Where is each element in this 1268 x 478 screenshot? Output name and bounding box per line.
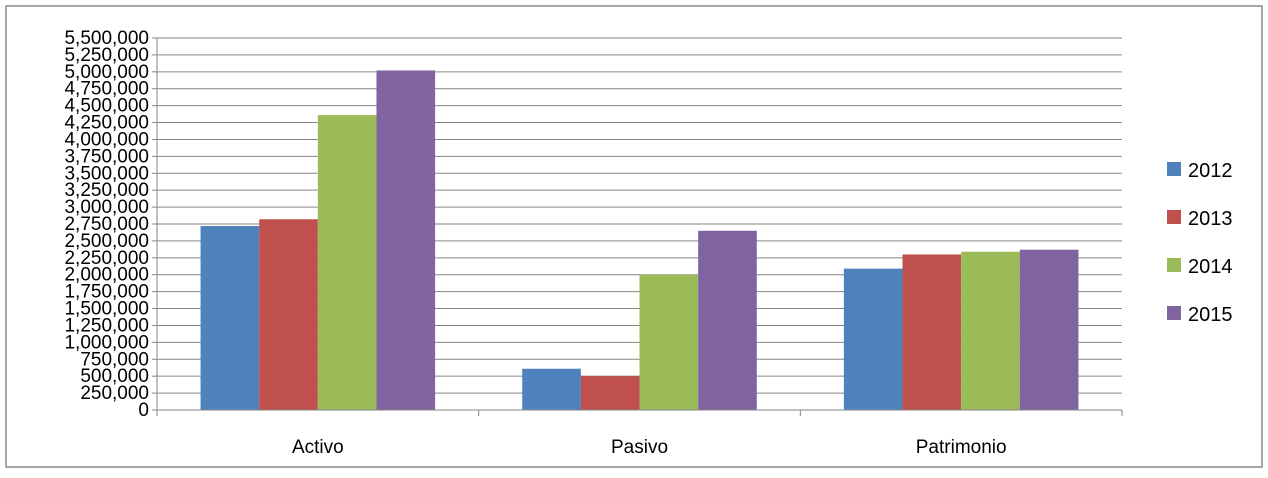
bar-2014-pasivo [639, 274, 699, 410]
legend-swatch-2012 [1167, 162, 1181, 176]
x-category-label: Pasivo [611, 437, 668, 458]
bars [200, 70, 1079, 410]
y-tick-label: 1,250,000 [64, 315, 149, 336]
bar-2014-patrimonio [961, 251, 1020, 410]
y-tick-label: 5,250,000 [64, 45, 149, 66]
y-tick-label: 2,250,000 [64, 248, 149, 269]
y-tick-label: 4,500,000 [64, 96, 149, 117]
y-tick-label: 2,000,000 [64, 265, 149, 286]
y-tick-label: 4,750,000 [64, 79, 149, 100]
bar-2012-pasivo [522, 368, 581, 410]
y-tick-label: 3,500,000 [64, 163, 149, 184]
bar-2012-patrimonio [843, 268, 903, 410]
y-tick-label: 0 [138, 400, 149, 421]
legend-swatch-2014 [1167, 258, 1181, 272]
y-tick-label: 5,500,000 [64, 28, 149, 49]
legend-label-2013: 2013 [1188, 208, 1233, 230]
y-tick-label: 500,000 [80, 366, 149, 387]
y-tick-label: 2,750,000 [64, 214, 149, 235]
legend-label-2014: 2014 [1188, 256, 1233, 278]
y-tick-label: 1,500,000 [64, 299, 149, 320]
y-tick-label: 5,000,000 [64, 62, 149, 83]
bar-2014-activo [317, 115, 377, 410]
x-category-label: Patrimonio [916, 437, 1007, 458]
legend-swatch-2013 [1167, 210, 1181, 224]
y-tick-label: 250,000 [80, 383, 149, 404]
legend-label-2015: 2015 [1188, 304, 1233, 326]
y-tick-label: 1,000,000 [64, 332, 149, 353]
bar-2013-patrimonio [902, 254, 962, 410]
bar-2013-activo [259, 219, 318, 410]
y-tick-label: 2,500,000 [64, 231, 149, 252]
bar-2015-pasivo [698, 230, 757, 410]
bar-2015-activo [376, 70, 436, 410]
axes [152, 37, 1123, 416]
y-tick-label: 3,000,000 [64, 197, 149, 218]
legend-swatch-2015 [1167, 306, 1181, 320]
bar-2015-patrimonio [1019, 249, 1079, 410]
y-tick-label: 1,750,000 [64, 282, 149, 303]
y-axis-tick-labels: 0250,000500,000750,0001,000,0001,250,000… [64, 28, 149, 421]
x-axis-category-labels: Activo Pasivo Patrimonio [292, 437, 1007, 458]
y-tick-label: 750,000 [80, 349, 149, 370]
y-tick-label: 4,000,000 [64, 129, 149, 150]
legend-label-2012: 2012 [1188, 160, 1233, 182]
bar-2013-pasivo [580, 376, 640, 410]
bar-2012-activo [200, 226, 260, 410]
y-tick-label: 4,250,000 [64, 113, 149, 134]
y-tick-label: 3,750,000 [64, 146, 149, 167]
legend: 2012 2013 2014 2015 [1167, 160, 1233, 326]
x-category-label: Activo [292, 437, 344, 458]
y-tick-label: 3,250,000 [64, 180, 149, 201]
